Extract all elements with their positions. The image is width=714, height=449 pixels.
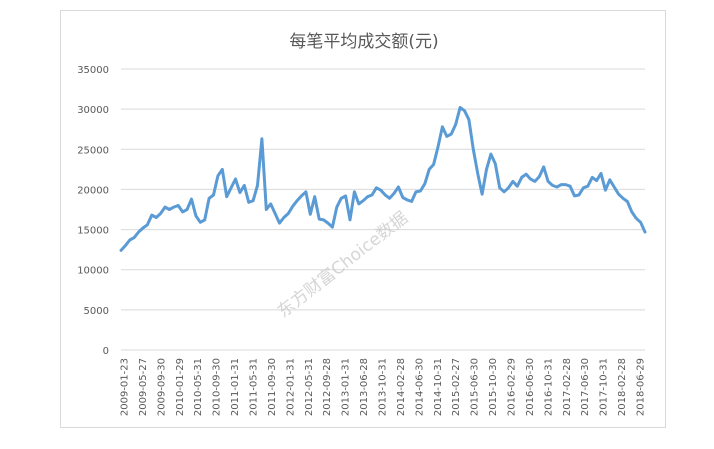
watermark-text: 东方财富Choice数据: [274, 208, 412, 322]
gridlines: [121, 68, 645, 351]
x-tick-label: 2017-06-30: [580, 358, 591, 416]
chart-card: 每笔平均成交额(元) 0 5000 10000 15000 20000 25000 3000…: [60, 10, 666, 428]
x-tick-label: 2009-09-30: [156, 358, 167, 416]
series-line: [119, 106, 647, 252]
y-tick-label: 35000: [77, 65, 109, 76]
y-tick-label: 25000: [77, 145, 109, 156]
x-axis-ticks: 2009-01-23 2009-05-27 2009-09-30 2010-01-29…: [120, 358, 647, 416]
x-tick-label: 2009-01-23: [120, 358, 131, 416]
x-tick-label: 2013-10-31: [378, 358, 389, 416]
x-tick-label: 2011-09-30: [267, 358, 278, 416]
line-chart: 每笔平均成交额(元) 0 5000 10000 15000 20000 25000 3000…: [77, 32, 647, 416]
x-tick-label: 2011-01-31: [230, 358, 241, 416]
x-tick-label: 2014-06-30: [414, 358, 425, 416]
x-tick-label: 2012-01-31: [285, 358, 296, 416]
x-tick-label: 2014-02-28: [396, 358, 407, 416]
y-tick-label: 0: [103, 346, 109, 357]
y-tick-label: 20000: [77, 185, 109, 196]
y-tick-label: 10000: [77, 266, 109, 277]
x-tick-label: 2010-01-29: [175, 358, 186, 416]
x-tick-label: 2018-02-28: [617, 358, 628, 416]
x-tick-label: 2009-05-27: [138, 358, 149, 416]
x-tick-label: 2010-09-30: [212, 358, 223, 416]
x-tick-label: 2013-06-28: [359, 358, 370, 416]
x-tick-label: 2010-05-31: [193, 358, 204, 416]
x-tick-label: 2015-10-30: [488, 358, 499, 416]
x-tick-label: 2012-09-28: [322, 358, 333, 416]
x-tick-label: 2017-10-31: [599, 358, 610, 416]
x-tick-label: 2016-02-29: [507, 358, 518, 416]
x-tick-label: 2014-10-31: [433, 358, 444, 416]
y-axis-ticks: 0 5000 10000 15000 20000 25000 30000 35000: [77, 65, 109, 357]
x-tick-label: 2013-01-31: [341, 358, 352, 416]
x-tick-label: 2018-06-29: [636, 358, 647, 416]
y-tick-label: 15000: [77, 226, 109, 237]
x-tick-label: 2016-06-30: [525, 358, 536, 416]
x-tick-label: 2015-02-27: [451, 358, 462, 416]
y-tick-label: 5000: [84, 306, 109, 317]
x-tick-label: 2011-05-31: [249, 358, 260, 416]
chart-title: 每笔平均成交额(元): [289, 32, 438, 52]
x-tick-label: 2017-02-28: [562, 358, 573, 416]
x-tick-label: 2015-06-30: [470, 358, 481, 416]
y-tick-label: 30000: [77, 105, 109, 116]
x-tick-label: 2016-10-31: [543, 358, 554, 416]
x-tick-label: 2012-05-31: [304, 358, 315, 416]
